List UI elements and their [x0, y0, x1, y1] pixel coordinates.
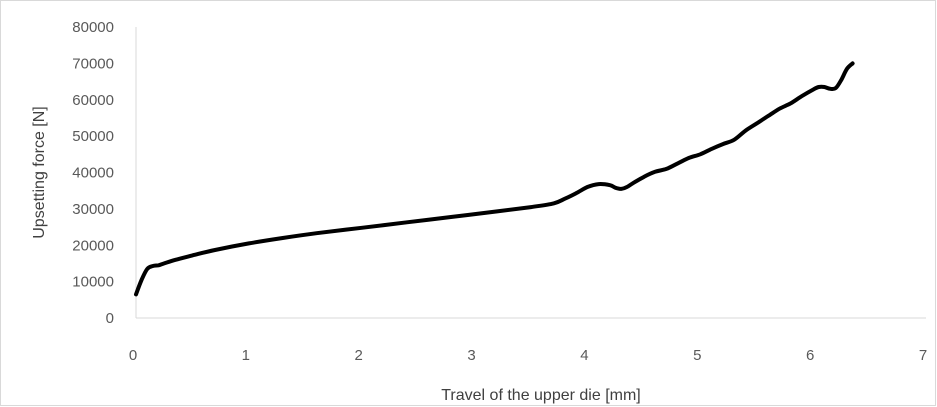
y-axis: 0 10000 20000 30000 40000 50000 60000 70000 8000… [72, 19, 137, 327]
y-tick-label: 70000 [72, 55, 114, 72]
y-tick-label: 0 [106, 310, 114, 327]
series-layer [134, 61, 855, 297]
x-tick-label: 6 [806, 347, 814, 364]
x-axis-title: Travel of the upper die [mm] [441, 387, 641, 404]
y-tick-label: 30000 [72, 201, 114, 218]
y-tick-label: 60000 [72, 92, 114, 109]
y-tick-label: 80000 [72, 19, 114, 36]
x-tick-label: 4 [580, 347, 588, 364]
x-tick-label: 0 [129, 347, 137, 364]
x-axis: 0 1 2 3 4 5 6 7 [129, 317, 927, 364]
y-tick-label: 10000 [72, 274, 114, 291]
x-tick-label: 3 [467, 347, 475, 364]
x-tick-label: 2 [355, 347, 363, 364]
y-tick-label: 50000 [72, 128, 114, 145]
y-tick-label: 20000 [72, 237, 114, 254]
series-line [134, 61, 855, 297]
x-tick-label: 5 [693, 347, 701, 364]
y-tick-labels: 0 10000 20000 30000 40000 50000 60000 70000 8000… [72, 19, 114, 327]
x-tick-label: 7 [919, 347, 927, 364]
y-axis-title: Upsetting force [N] [31, 106, 48, 239]
x-tick-labels: 0 1 2 3 4 5 6 7 [129, 347, 927, 364]
x-tick-label: 1 [242, 347, 250, 364]
y-tick-label: 40000 [72, 165, 114, 182]
